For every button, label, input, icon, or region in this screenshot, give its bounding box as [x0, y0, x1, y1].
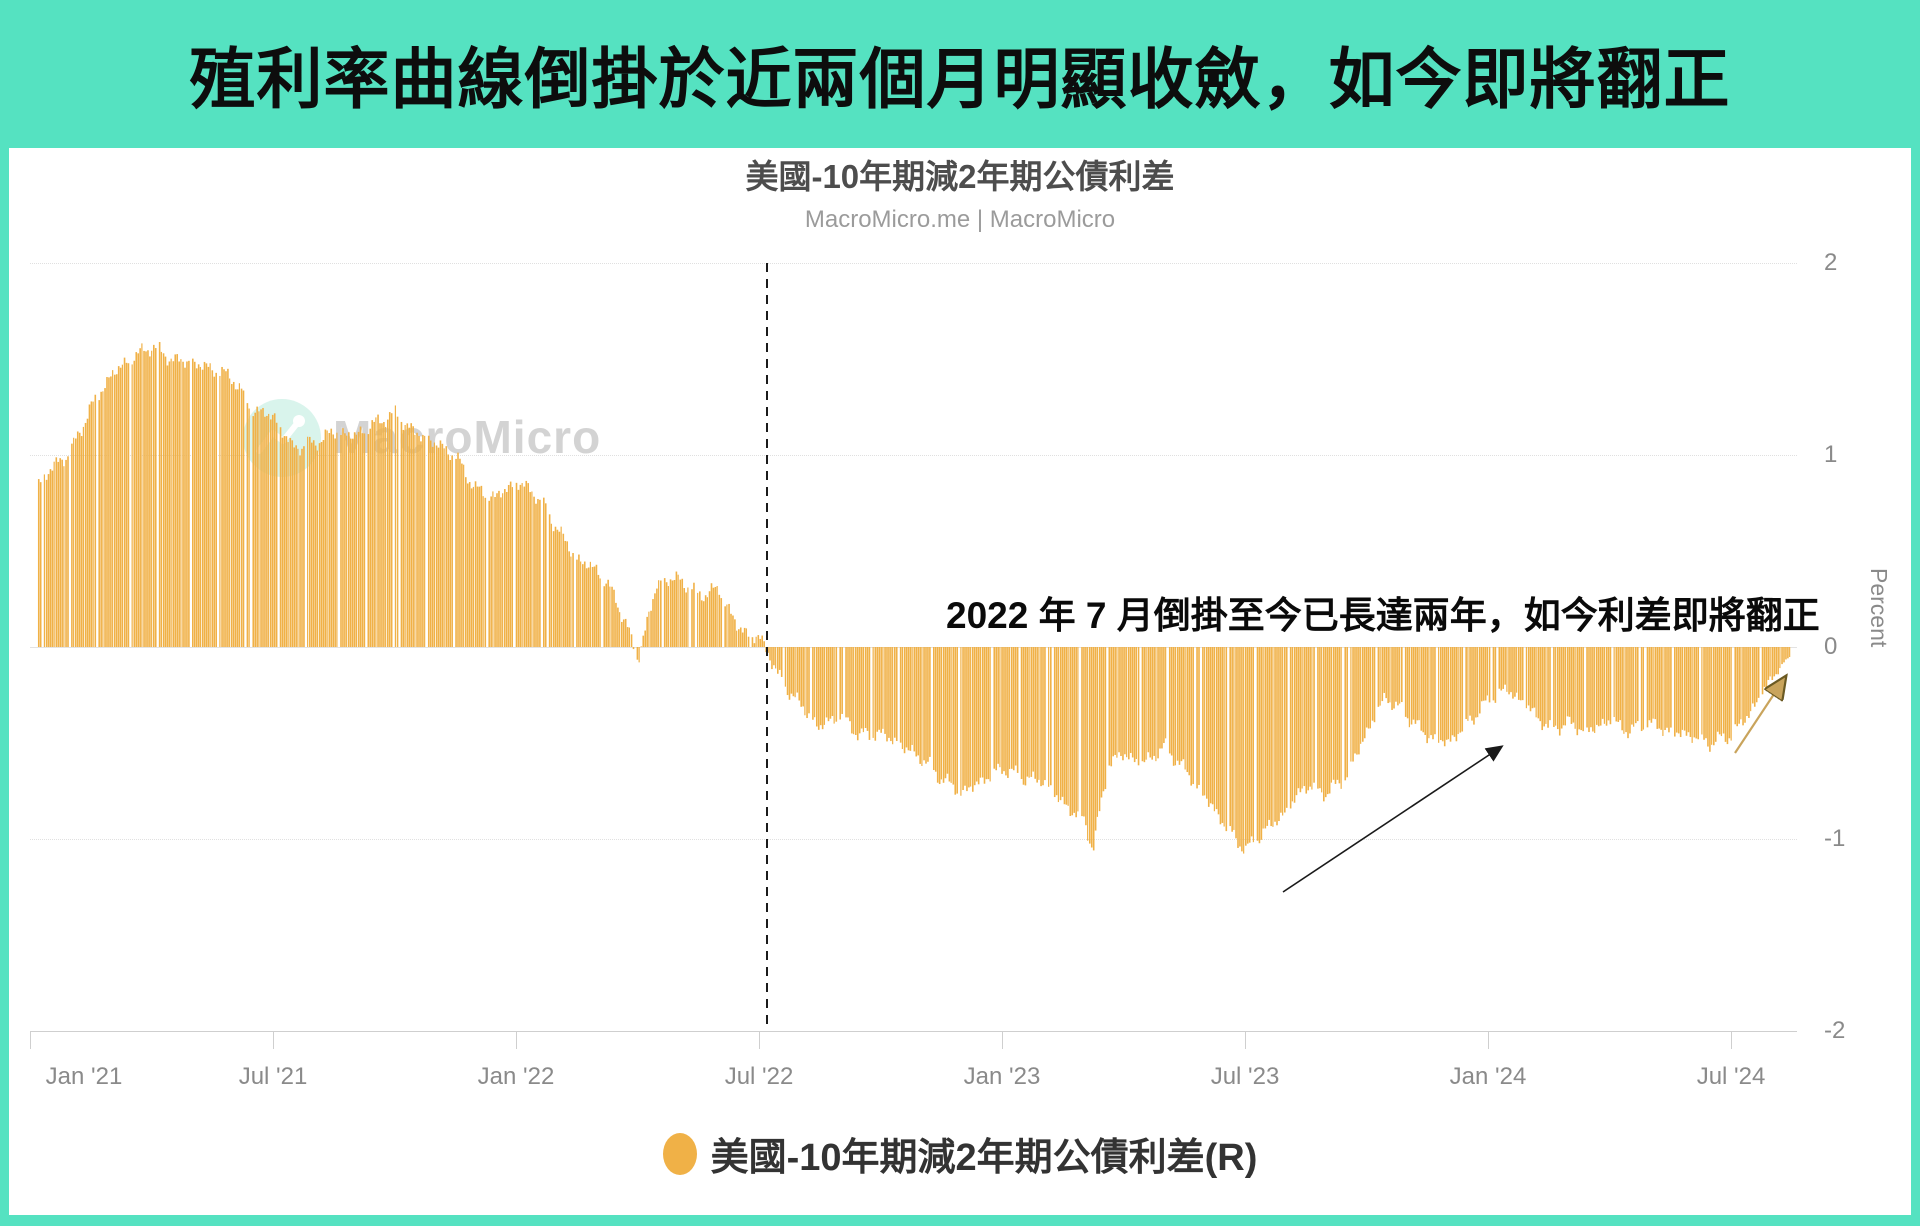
x-axis-line [30, 1031, 1797, 1032]
chart-source-line: MacroMicro.me | MacroMicro [804, 206, 1116, 233]
x-axis-label-2: Jan '22 [477, 1063, 555, 1090]
chart-card: 美國-10年期減2年期公債利差 MacroMicro.me | MacroMic… [9, 148, 1911, 1215]
inversion-annotation: 2022 年 7 月倒掛至今已長達兩年，如今利差即將翻正 [946, 595, 1820, 636]
x-axis-tick-3 [759, 1031, 760, 1049]
x-axis-label-1: Jul '21 [238, 1063, 308, 1090]
x-axis-tick-1 [273, 1031, 274, 1049]
legend: 美國-10年期減2年期公債利差(R) [9, 1126, 1911, 1181]
x-axis-tick-0 [30, 1031, 31, 1049]
y-axis-label-0: 0 [1824, 633, 1838, 660]
x-axis-label-0: Jan '21 [45, 1063, 123, 1090]
x-axis-label-4: Jan '23 [963, 1063, 1041, 1090]
legend-label: 美國-10年期減2年期公債利差(R) [710, 1137, 1258, 1179]
y-axis-label-2: 2 [1824, 249, 1838, 276]
x-axis-label-5: Jul '23 [1210, 1063, 1280, 1090]
y-axis-label--1: -1 [1824, 825, 1846, 852]
legend-marker-icon [662, 1132, 697, 1175]
chart-title: 美國-10年期減2年期公債利差 [745, 158, 1175, 195]
y-axis-label-1: 1 [1824, 441, 1838, 468]
x-axis-label-3: Jul '22 [724, 1063, 794, 1090]
y-axis-title: Percent [1866, 568, 1892, 648]
page-header: 殖利率曲線倒掛於近兩個月明顯收斂，如今即將翻正 [0, 0, 1920, 148]
x-axis-label-6: Jan '24 [1449, 1063, 1527, 1090]
x-axis-tick-7 [1731, 1031, 1732, 1049]
page-title: 殖利率曲線倒掛於近兩個月明顯收斂，如今即將翻正 [189, 42, 1731, 116]
inversion-start-dashed-line [766, 263, 768, 1031]
x-axis-label-7: Jul '24 [1696, 1063, 1766, 1090]
spread-bar-series[interactable] [30, 263, 1797, 1031]
x-axis-tick-5 [1245, 1031, 1246, 1049]
x-axis-tick-2 [516, 1031, 517, 1049]
y-axis-label--2: -2 [1824, 1017, 1846, 1044]
x-axis-tick-6 [1488, 1031, 1489, 1049]
legend-item-spread[interactable]: 美國-10年期減2年期公債利差(R) [662, 1126, 1258, 1181]
x-axis-tick-4 [1002, 1031, 1003, 1049]
